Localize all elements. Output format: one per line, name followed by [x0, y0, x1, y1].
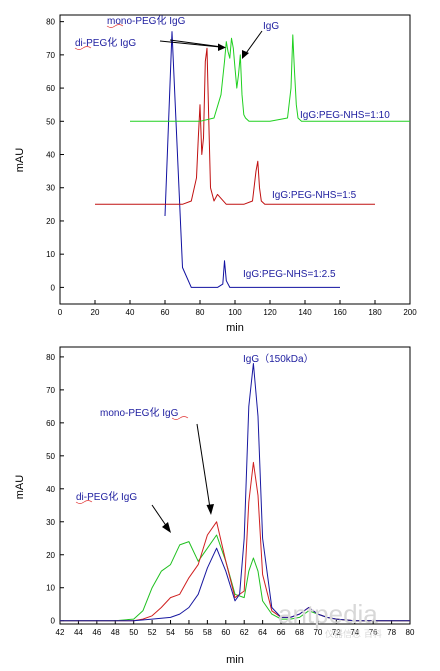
y-tick-label: 40: [46, 151, 55, 160]
arrow-di-peg-bottom: [151, 504, 171, 533]
spellcheck-underline: [75, 500, 93, 504]
arrow-mono-peg-bottom: [196, 423, 214, 515]
y-tick-label: 80: [46, 18, 55, 27]
x-tick-label: 80: [196, 308, 205, 317]
x-tick-label: 62: [240, 628, 249, 637]
y-tick-label: 30: [46, 518, 55, 527]
arrow-di-peg-top: [159, 40, 221, 48]
plot-frame-top: [59, 14, 411, 305]
x-tick-label: 80: [406, 628, 415, 637]
x-tick-label: 20: [91, 308, 100, 317]
x-tick-label: 60: [161, 308, 170, 317]
y-tick-label: 60: [46, 419, 55, 428]
annotation-igg-top: IgG: [263, 21, 279, 32]
x-tick-label: 58: [203, 628, 212, 637]
x-tick-label: 76: [369, 628, 378, 637]
y-tick-label: 10: [46, 250, 55, 259]
series-line-top-1: [95, 47, 375, 205]
x-tick-label: 100: [228, 308, 242, 317]
spellcheck-underline: [171, 416, 189, 420]
x-tick-label: 70: [313, 628, 322, 637]
plot-frame-bottom: [59, 346, 411, 625]
y-tick-label: 70: [46, 51, 55, 60]
y-tick-label: 30: [46, 184, 55, 193]
watermark-logo: antpedia: [278, 599, 378, 629]
x-tick-label: 160: [333, 308, 347, 317]
y-tick-label: 0: [51, 617, 56, 626]
x-tick-label: 56: [184, 628, 193, 637]
series-label-1-2-5: IgG:PEG-NHS=1:2.5: [243, 269, 336, 280]
series-label-1-10: IgG:PEG-NHS=1:10: [300, 110, 390, 121]
x-tick-label: 44: [74, 628, 83, 637]
y-axis-label-top: mAU: [14, 148, 26, 173]
y-tick-label: 80: [46, 353, 55, 362]
x-tick-label: 140: [298, 308, 312, 317]
y-tick-label: 40: [46, 485, 55, 494]
y-tick-label: 50: [46, 452, 55, 461]
x-tick-label: 60: [221, 628, 230, 637]
annotation-di-peg-top: di-PEG化 IgG: [75, 36, 136, 49]
x-tick-label: 200: [403, 308, 417, 317]
watermark-subtext: 仪器信息 百科: [325, 628, 382, 640]
x-tick-label: 42: [56, 628, 65, 637]
x-tick-label: 46: [92, 628, 101, 637]
series-label-1-5: IgG:PEG-NHS=1:5: [272, 190, 357, 201]
annotation-mono-peg-bottom: mono-PEG化 IgG: [100, 406, 179, 419]
y-tick-label: 50: [46, 117, 55, 126]
x-tick-label: 66: [277, 628, 286, 637]
x-axis-label-bottom: min: [226, 654, 244, 666]
x-tick-label: 40: [126, 308, 135, 317]
chart-top: mAU min 0 20 40 60 80 100 120 140 160 180 200 0 10 20…: [14, 14, 417, 334]
y-tick-label: 20: [46, 551, 55, 560]
y-tick-label: 0: [51, 283, 56, 292]
x-tick-label: 50: [129, 628, 138, 637]
x-axis-label-top: min: [226, 322, 244, 334]
y-tick-label: 20: [46, 217, 55, 226]
annotation-igg-bottom: IgG（150kDa）: [243, 353, 314, 365]
series-line-top-0: [164, 31, 340, 288]
y-tick-label: 70: [46, 386, 55, 395]
x-tick-label: 0: [58, 308, 63, 317]
x-tick-label: 78: [387, 628, 396, 637]
series-line-top-2: [130, 34, 410, 122]
x-tick-label: 52: [148, 628, 157, 637]
annotation-di-peg-bottom: di-PEG化 IgG: [76, 490, 137, 503]
annotation-mono-peg-top: mono-PEG化 IgG: [107, 14, 186, 27]
x-tick-label: 74: [350, 628, 359, 637]
x-tick-label: 64: [258, 628, 267, 637]
x-tick-label: 54: [166, 628, 175, 637]
spellcheck-underline: [74, 46, 92, 50]
x-tick-label: 120: [263, 308, 277, 317]
arrow-igg-top: [242, 30, 263, 59]
x-tick-label: 72: [332, 628, 341, 637]
x-tick-label: 68: [295, 628, 304, 637]
x-tick-label: 48: [111, 628, 120, 637]
chart-bottom: mAU min 42 44 46 48 50 52 54 56 58 60 62 64 66 68 70 72…: [14, 346, 415, 666]
y-axis-label-bottom: mAU: [14, 475, 26, 500]
y-tick-label: 10: [46, 584, 55, 593]
x-tick-label: 180: [368, 308, 382, 317]
y-tick-label: 60: [46, 84, 55, 93]
spellcheck-underline: [106, 24, 124, 28]
series-line-bottom-2: [60, 363, 410, 622]
